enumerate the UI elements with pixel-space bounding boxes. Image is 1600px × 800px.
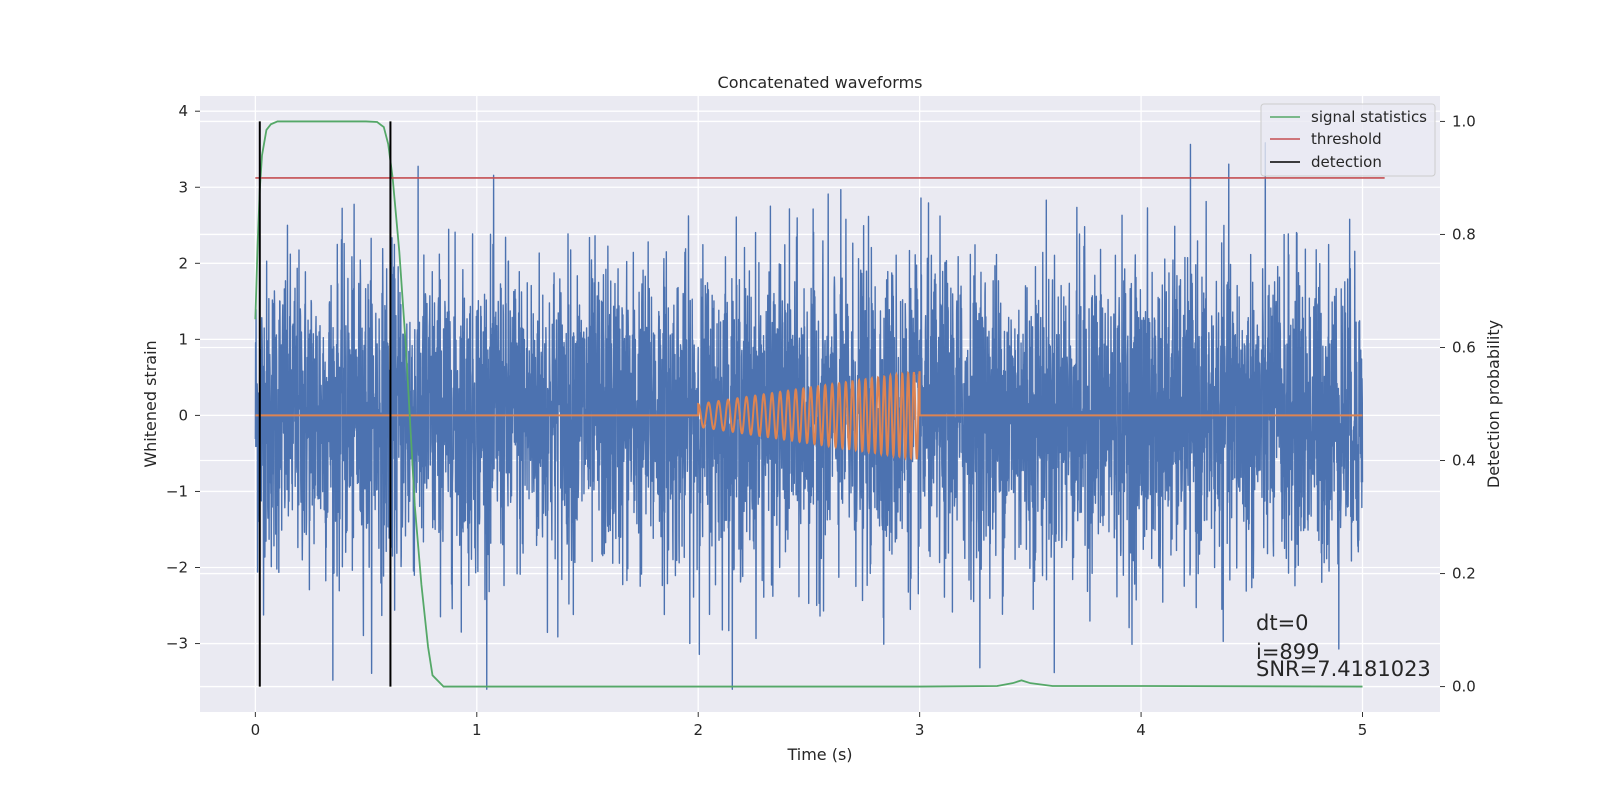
y-tick-label: −2 — [166, 559, 188, 577]
y-tick-label: 4 — [178, 102, 188, 120]
annotation-dt: dt=0 — [1256, 611, 1309, 635]
y2-tick-label: 0.2 — [1452, 565, 1476, 583]
y-tick-label: 3 — [178, 178, 188, 196]
axis-ticks: 0 1 2 3 4 5 −3 −2 −1 0 1 2 3 4 0.0 0.2 0.4 0.6 0.8 1.0 — [166, 102, 1476, 739]
y2-tick-label: 0.6 — [1452, 338, 1476, 356]
template-line — [255, 370, 1363, 462]
annotation-snr: SNR=7.4181023 — [1256, 657, 1431, 681]
y2-tick-label: 0.8 — [1452, 225, 1476, 243]
legend-label-detection: detection — [1311, 153, 1382, 171]
y2-axis-label: Detection probability — [1484, 320, 1503, 488]
x-tick-label: 0 — [251, 721, 261, 739]
chart-title: Concatenated waveforms — [718, 73, 923, 92]
y-tick-label: −1 — [166, 482, 188, 500]
legend-box — [1260, 103, 1436, 177]
x-axis-label: Time (s) — [786, 745, 852, 764]
y2-tick-label: 1.0 — [1452, 112, 1476, 130]
x-tick-label: 5 — [1358, 721, 1368, 739]
legend-label-signal-statistics: signal statistics — [1311, 108, 1427, 126]
x-tick-label: 3 — [915, 721, 925, 739]
legend-label-threshold: threshold — [1311, 130, 1382, 148]
y2-tick-label: 0.0 — [1452, 678, 1476, 696]
y-tick-label: 1 — [178, 330, 188, 348]
legend: signal statistics threshold detection — [1260, 103, 1436, 177]
annotation-i: i=899 — [1256, 640, 1320, 664]
x-tick-label: 1 — [472, 721, 482, 739]
template-series — [255, 370, 1363, 462]
signal-statistics-series — [254, 120, 1363, 688]
signal-statistics-line — [254, 120, 1363, 688]
x-tick-label: 2 — [693, 721, 703, 739]
y-tick-label: 2 — [178, 254, 188, 272]
y-tick-label: 0 — [178, 406, 188, 424]
detection-series — [258, 121, 392, 687]
x-tick-label: 4 — [1136, 721, 1146, 739]
y-tick-label: −3 — [166, 635, 188, 653]
y-axis-label: Whitened strain — [141, 340, 160, 467]
y2-tick-label: 0.4 — [1452, 452, 1476, 470]
